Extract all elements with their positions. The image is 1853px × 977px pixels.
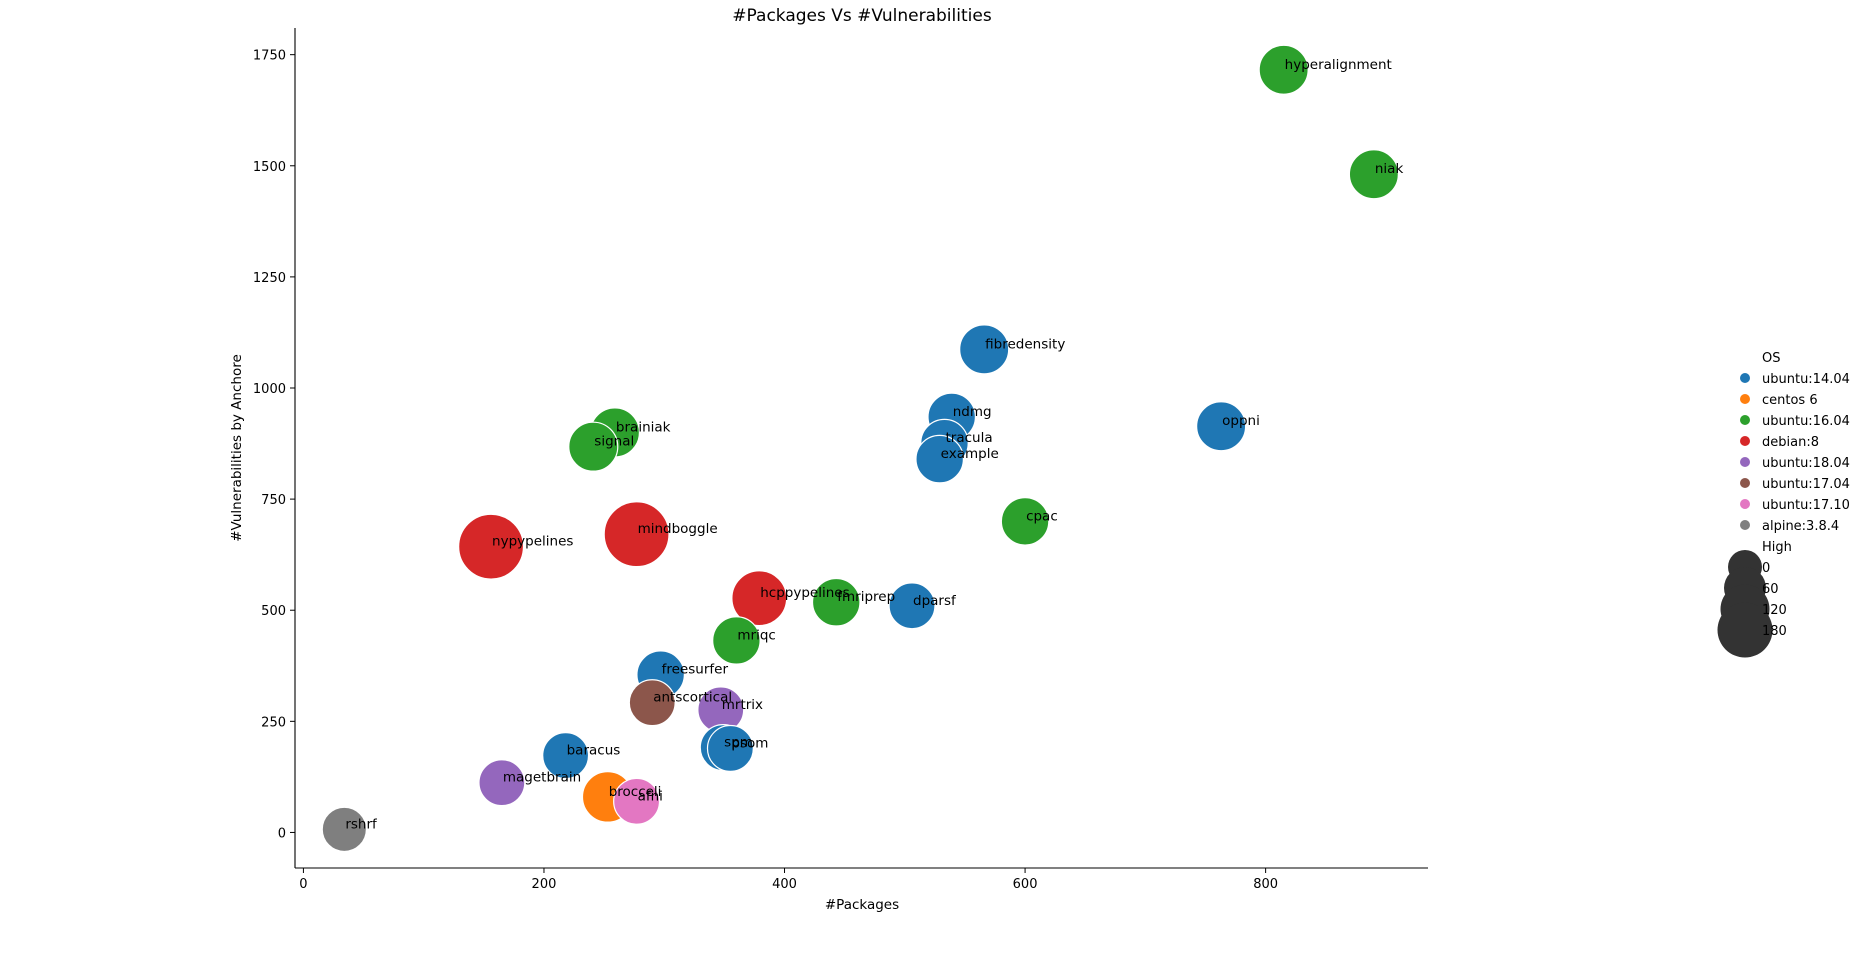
x-tick-label: 800	[1253, 877, 1278, 892]
x-axis-label: #Packages	[825, 897, 899, 913]
data-point	[458, 513, 525, 580]
y-tick-label: 1000	[253, 382, 286, 397]
point-label: freesurfer	[662, 662, 729, 678]
point-label: mindboggle	[638, 521, 718, 537]
data-point	[542, 732, 590, 780]
point-label: fibredensity	[985, 336, 1065, 352]
legend-size-label: 60	[1762, 582, 1779, 597]
x-tick-label: 200	[532, 877, 557, 892]
point-label: cpac	[1026, 508, 1058, 524]
plot-area: hyperalignment niak fibredensity ndmg oppni t…	[321, 44, 1404, 853]
point-label: nypypelines	[492, 534, 573, 550]
legend: OS ubuntu:14.04 centos 6 ubuntu:16.04 debian…	[1717, 351, 1850, 658]
point-label: oppni	[1222, 413, 1260, 429]
point-label: brocceli	[609, 784, 662, 800]
point-label: psom	[731, 735, 768, 751]
point-label: example	[941, 446, 999, 462]
y-axis-label: #Vulnerabilities by Anchore	[229, 354, 245, 542]
legend-label: ubuntu:14.04	[1762, 372, 1850, 387]
legend-size-label: 0	[1762, 561, 1770, 576]
chart-title: #Packages Vs #Vulnerabilities	[732, 6, 992, 26]
data-point	[915, 434, 964, 484]
point-label: spm	[724, 735, 753, 751]
point-label: hcppypelines	[760, 585, 849, 601]
data-point	[959, 324, 1010, 375]
data-point	[1000, 497, 1050, 546]
point-label: rshrf	[345, 816, 378, 832]
point-label: dparsf	[913, 593, 957, 609]
point-label: fmriprep	[837, 589, 895, 605]
legend-label: centos 6	[1762, 393, 1818, 408]
data-point	[321, 806, 367, 853]
point-label: mriqc	[737, 627, 775, 643]
legend-label: alpine:3.8.4	[1762, 519, 1839, 534]
legend-label: ubuntu:16.04	[1762, 414, 1850, 429]
data-point	[613, 777, 661, 825]
data-point	[1258, 44, 1309, 95]
data-point	[478, 759, 526, 807]
legend-hue-title: OS	[1762, 351, 1780, 366]
legend-marker	[1740, 373, 1750, 383]
legend-label: ubuntu:17.04	[1762, 477, 1850, 492]
data-point	[706, 724, 754, 772]
data-point	[628, 679, 676, 727]
x-axis-ticks: 0 200 400 600 800	[299, 868, 1278, 892]
y-tick-label: 250	[261, 715, 286, 730]
point-label: mrtrix	[722, 697, 763, 713]
legend-size-title: High	[1762, 540, 1792, 555]
legend-size-marker	[1717, 602, 1773, 658]
legend-label: ubuntu:18.04	[1762, 456, 1850, 471]
y-tick-label: 0	[278, 826, 286, 841]
y-tick-label: 500	[261, 604, 286, 619]
point-label: hyperalignment	[1285, 57, 1392, 73]
point-label: niak	[1375, 161, 1404, 177]
legend-marker	[1740, 415, 1750, 425]
y-axis-ticks: 0 250 500 750 1000 1250 1500 1750	[253, 49, 295, 841]
point-label: baracus	[567, 743, 621, 759]
legend-label: ubuntu:17.10	[1762, 498, 1850, 513]
y-tick-label: 1500	[253, 160, 286, 175]
data-point	[731, 570, 788, 627]
point-label: signal	[594, 434, 634, 450]
point-label: tracula	[945, 430, 992, 446]
legend-marker	[1740, 436, 1750, 446]
legend-marker	[1740, 499, 1750, 509]
point-label: brainiak	[616, 419, 671, 435]
legend-marker	[1740, 457, 1750, 467]
legend-label: debian:8	[1762, 435, 1819, 450]
data-point	[712, 616, 761, 665]
x-tick-label: 0	[299, 877, 307, 892]
y-tick-label: 1750	[253, 49, 286, 64]
legend-size-label: 180	[1762, 624, 1787, 639]
y-tick-label: 1250	[253, 271, 286, 286]
y-tick-label: 750	[261, 493, 286, 508]
legend-size-label: 120	[1762, 603, 1787, 618]
data-point	[603, 501, 670, 568]
x-tick-label: 400	[772, 877, 797, 892]
data-point	[1348, 149, 1399, 200]
point-label: afni	[638, 788, 663, 804]
legend-marker	[1740, 520, 1750, 530]
point-label: antscortical	[653, 690, 732, 706]
point-label: magetbrain	[503, 770, 581, 786]
data-point	[888, 582, 936, 630]
legend-marker	[1740, 478, 1750, 488]
data-point	[1196, 401, 1247, 452]
x-tick-label: 600	[1013, 877, 1038, 892]
data-point	[811, 577, 861, 627]
data-point	[568, 421, 619, 472]
legend-marker	[1740, 394, 1750, 404]
point-label: ndmg	[953, 404, 992, 420]
